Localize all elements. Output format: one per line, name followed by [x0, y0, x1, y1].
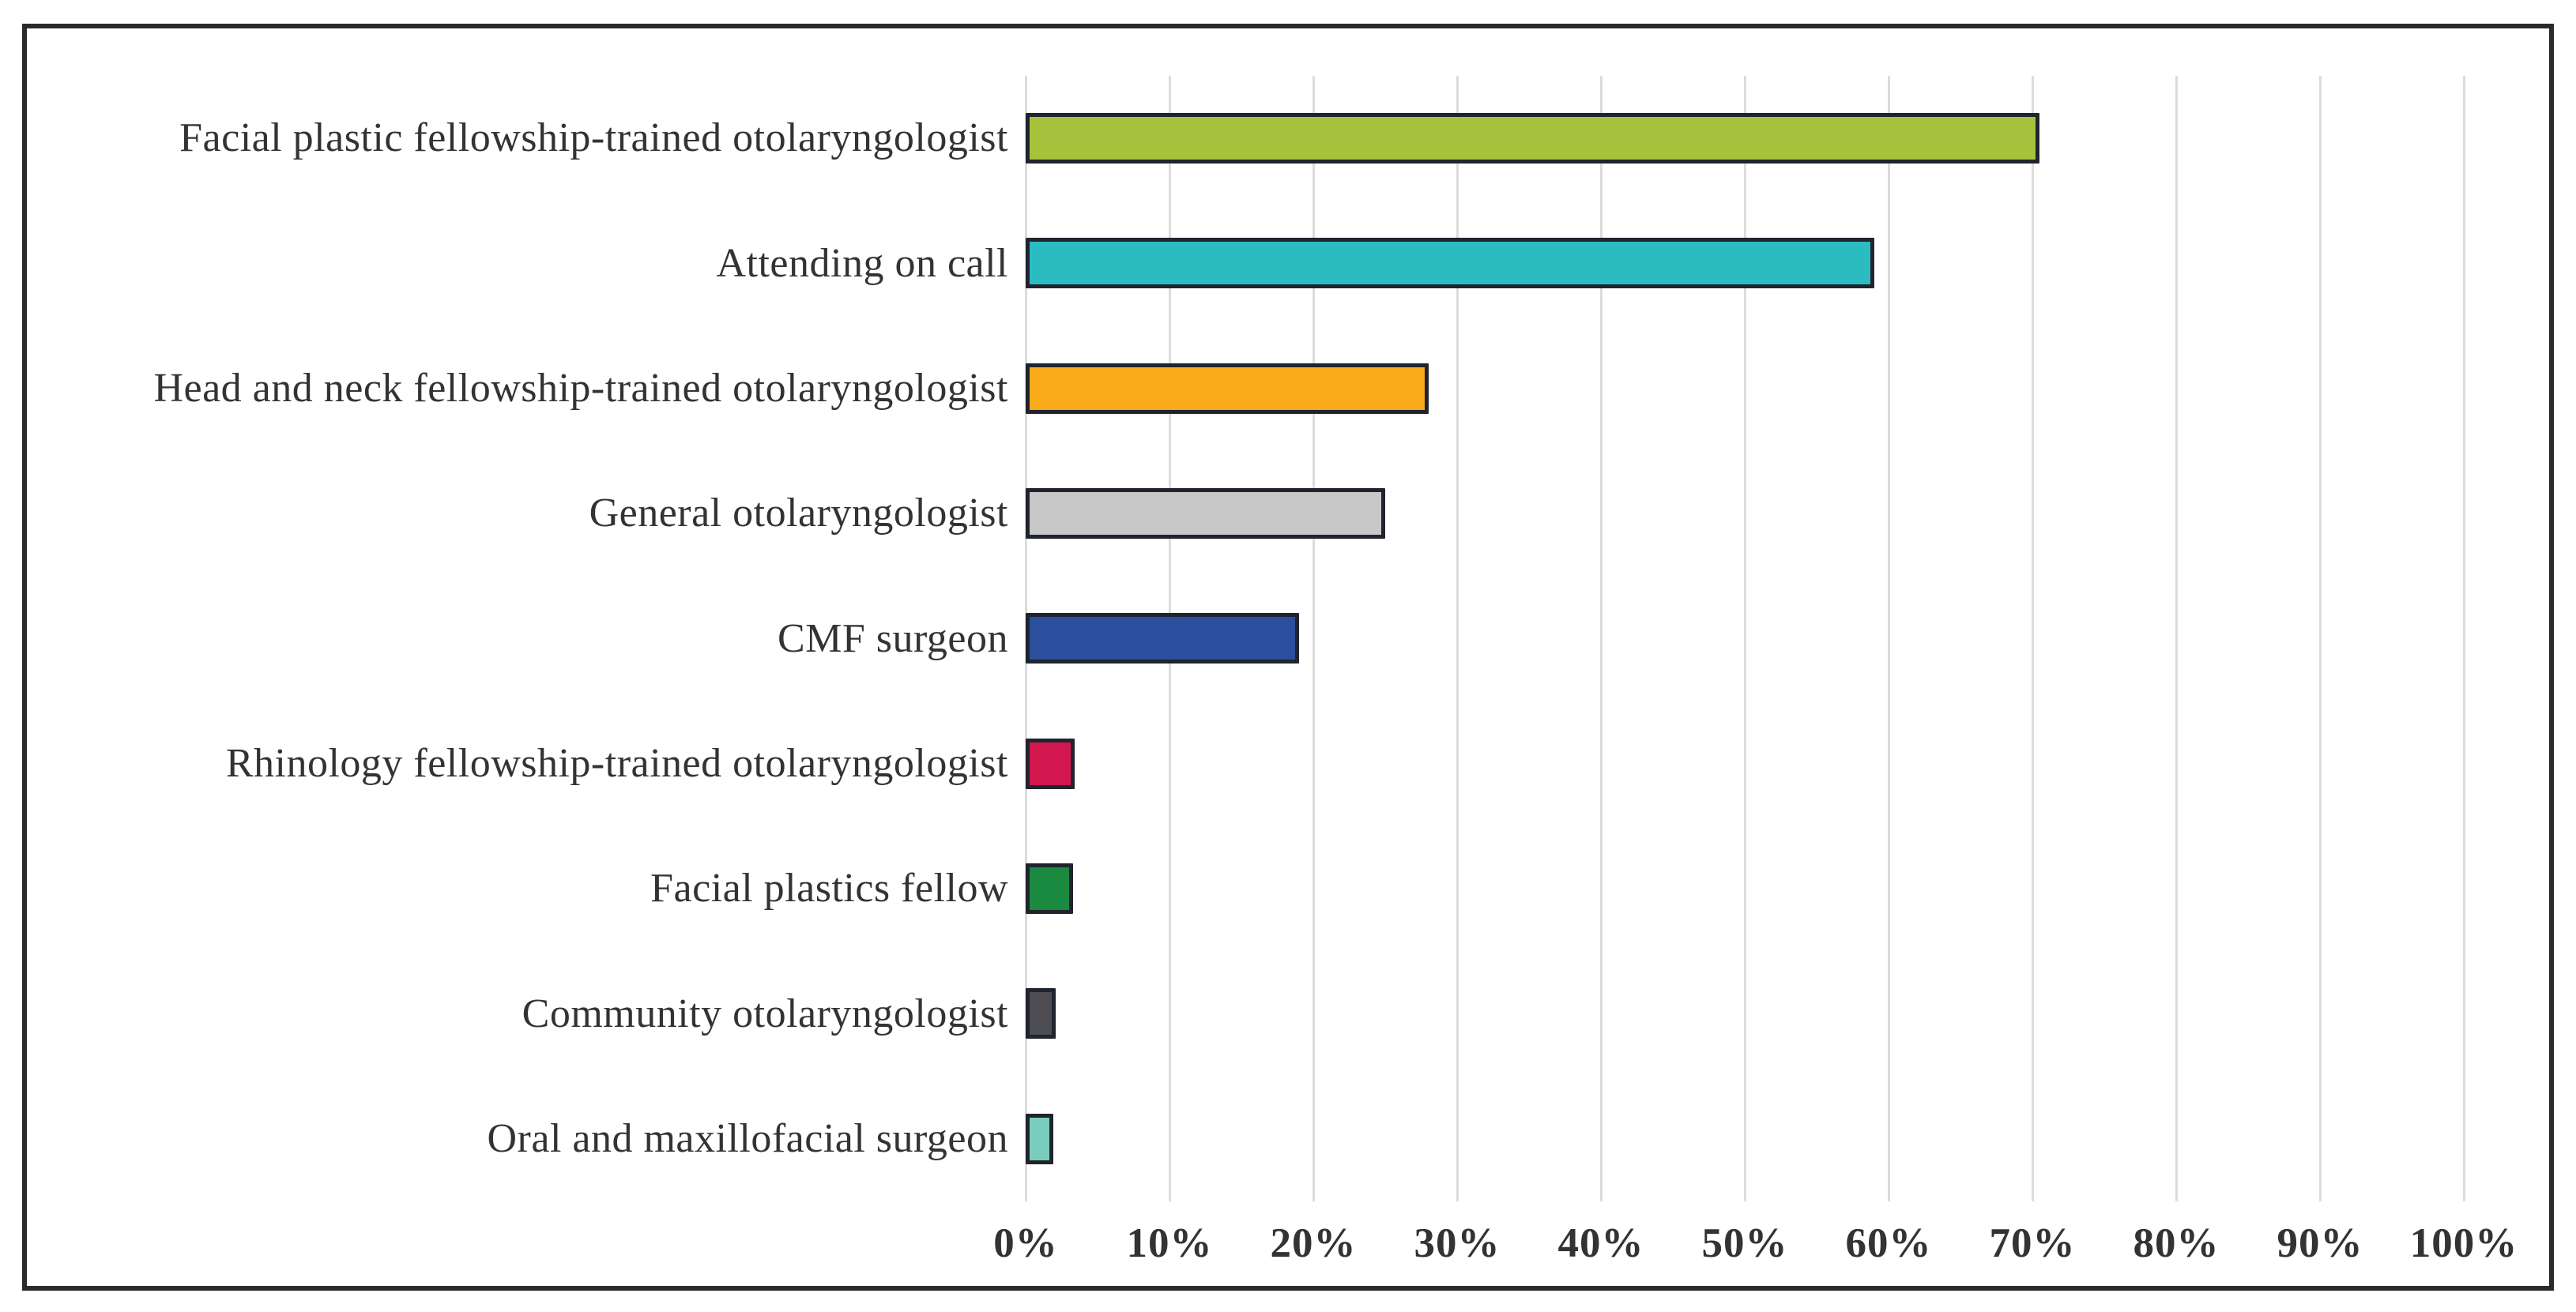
bar-row — [1026, 576, 2464, 701]
gridline-40% — [1600, 76, 1602, 1201]
x-tick-label-40%: 40% — [1557, 1220, 1644, 1266]
bar-9 — [1026, 1113, 1053, 1164]
category-label-row: Facial plastic fellowship-trained otolar… — [66, 76, 1008, 201]
x-tick-label-10%: 10% — [1126, 1220, 1213, 1266]
figure-frame: Facial plastic fellowship-trained otolar… — [22, 24, 2554, 1291]
x-axis: 0% 10% 20% 30% 40% 50% 60% 70% 80% 90% 100% — [993, 1220, 2517, 1283]
bar-7 — [1026, 863, 1074, 915]
bar-3 — [1026, 363, 1429, 414]
category-label: Facial plastics fellow — [650, 866, 1008, 912]
category-label-row: Head and neck fellowship-trained otolary… — [66, 326, 1008, 451]
bar-row — [1026, 1077, 2464, 1201]
gridline-30% — [1456, 76, 1459, 1201]
x-tick-label-20%: 20% — [1270, 1220, 1357, 1266]
x-tick-label-70%: 70% — [1989, 1220, 2076, 1266]
category-label-row: Attending on call — [66, 201, 1008, 325]
gridline-60% — [1888, 76, 1890, 1201]
x-tick-label-90%: 90% — [2277, 1220, 2363, 1266]
category-label: Head and neck fellowship-trained otolary… — [153, 365, 1008, 411]
x-tick-label-60%: 60% — [1845, 1220, 1932, 1266]
category-label-row: General otolaryngologist — [66, 451, 1008, 576]
bar-1 — [1026, 113, 2040, 164]
category-label: General otolaryngologist — [589, 491, 1008, 536]
x-tick-label-100%: 100% — [2409, 1220, 2518, 1266]
gridline-90% — [2319, 76, 2322, 1201]
bar-row — [1026, 826, 2464, 951]
category-label-row: Rhinology fellowship-trained otolaryngol… — [66, 701, 1008, 826]
bar-2 — [1026, 238, 1874, 289]
bar-row — [1026, 701, 2464, 826]
plot-area — [1025, 76, 2465, 1201]
x-tick-label-80%: 80% — [2133, 1220, 2220, 1266]
category-label: Facial plastic fellowship-trained otolar… — [179, 115, 1008, 161]
bars-layer — [1026, 76, 2464, 1201]
category-label-row: CMF surgeon — [66, 576, 1008, 701]
bar-row — [1026, 951, 2464, 1076]
gridline-100% — [2463, 76, 2465, 1201]
bar-row — [1026, 76, 2464, 201]
category-label-row: Facial plastics fellow — [66, 826, 1008, 951]
category-label: Oral and maxillofacial surgeon — [487, 1115, 1008, 1161]
bar-5 — [1026, 613, 1299, 664]
x-tick-label-30%: 30% — [1414, 1220, 1501, 1266]
bar-row — [1026, 451, 2464, 576]
category-label: CMF surgeon — [777, 615, 1008, 661]
gridline-20% — [1312, 76, 1315, 1201]
gridline-80% — [2175, 76, 2178, 1201]
x-tick-label-0%: 0% — [993, 1220, 1058, 1266]
bar-6 — [1026, 738, 1075, 789]
bar-row — [1026, 201, 2464, 325]
gridline-70% — [2032, 76, 2034, 1201]
gridline-50% — [1744, 76, 1746, 1201]
category-label-row: Oral and maxillofacial surgeon — [66, 1077, 1008, 1201]
category-label: Community otolaryngologist — [522, 991, 1008, 1036]
category-label: Rhinology fellowship-trained otolaryngol… — [225, 740, 1008, 786]
bar-4 — [1026, 488, 1385, 539]
bar-8 — [1026, 988, 1056, 1039]
category-label-row: Community otolaryngologist — [66, 951, 1008, 1076]
x-tick-label-50%: 50% — [1701, 1220, 1788, 1266]
category-label: Attending on call — [716, 240, 1008, 286]
bar-row — [1026, 326, 2464, 451]
category-axis: Facial plastic fellowship-trained otolar… — [66, 76, 1008, 1201]
